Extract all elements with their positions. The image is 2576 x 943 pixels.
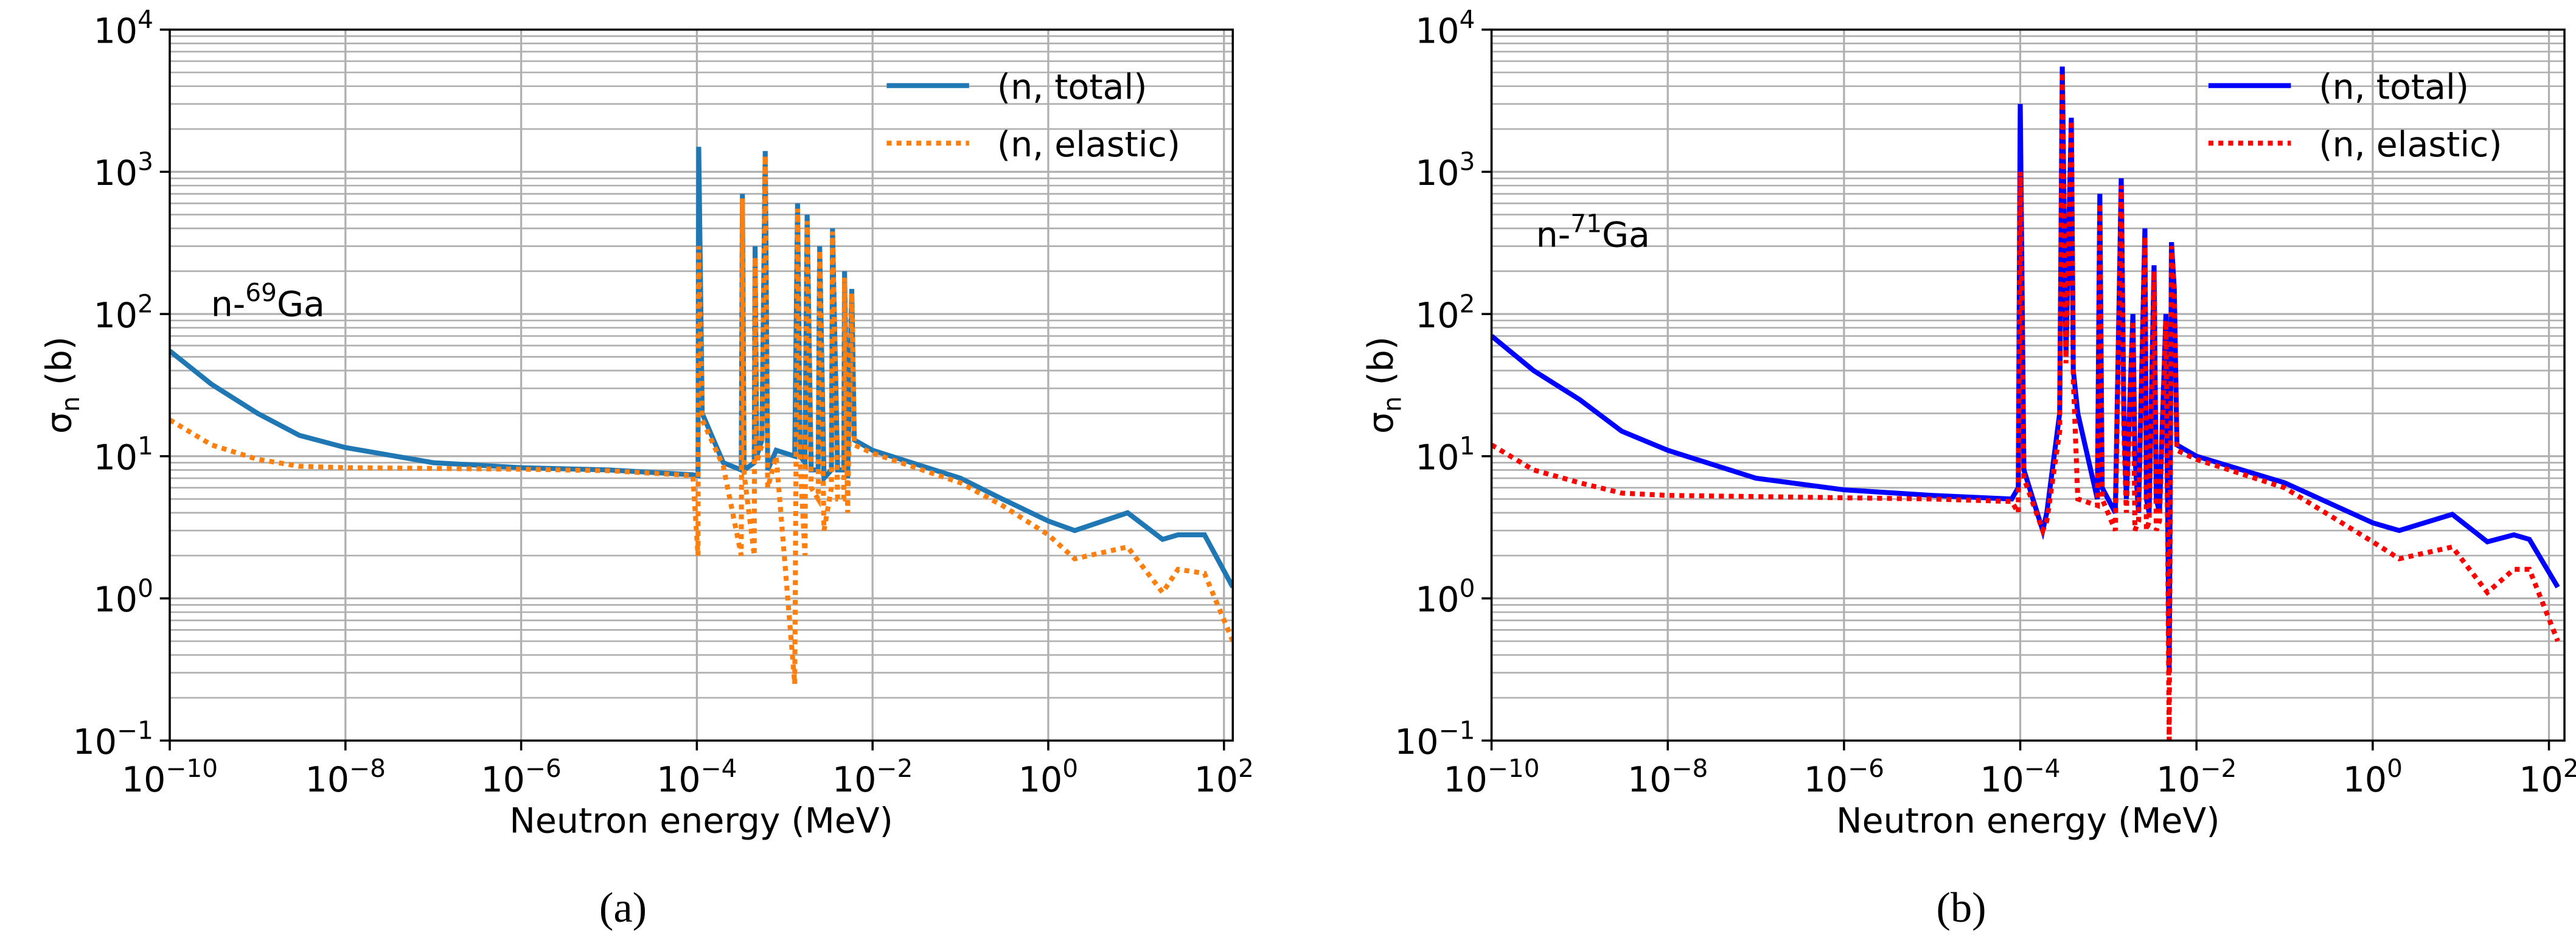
caption: (a): [599, 884, 647, 931]
y-tick-label: 104: [1415, 5, 1475, 51]
legend-label: (n, total): [2319, 67, 2469, 107]
y-tick-label: 10−1: [73, 716, 153, 762]
legend-label: (n, elastic): [997, 125, 1180, 165]
x-tick-label: 100: [2343, 754, 2403, 800]
y-tick-label: 101: [94, 431, 153, 478]
x-tick-label: 102: [2519, 754, 2576, 800]
data-line: [170, 155, 1233, 684]
annotation: n-71Ga: [1536, 209, 1650, 255]
x-tick-label: 10−6: [481, 754, 561, 800]
subplot: 10−1 100 101 102 103 104 10−10 10−8 10−6 10−4 10−2…: [39, 5, 1253, 931]
x-tick-label: 10−6: [1804, 754, 1884, 800]
y-tick-label: 101: [1415, 431, 1475, 478]
x-axis-label: Neutron energy (MeV): [509, 801, 893, 841]
subplot: 10−1 100 101 102 103 104 10−10 10−8 10−6 10−4 10−2…: [1361, 5, 2576, 931]
x-tick-label: 10−10: [122, 754, 218, 800]
legend-label: (n, elastic): [2319, 125, 2502, 165]
caption: (b): [1937, 884, 1986, 931]
y-tick-label: 100: [1415, 574, 1475, 620]
y-tick-label: 100: [94, 574, 153, 620]
y-tick-label: 103: [94, 147, 153, 193]
x-tick-label: 10−2: [2156, 754, 2237, 800]
y-tick-label: 102: [94, 289, 153, 335]
x-axis-label: Neutron energy (MeV): [1836, 801, 2219, 841]
legend-label: (n, total): [997, 67, 1147, 107]
y-axis-label: σn (b): [39, 336, 85, 434]
axes-frame: [169, 28, 1234, 742]
x-tick-label: 10−8: [305, 754, 386, 800]
x-tick-label: 10−10: [1444, 754, 1540, 800]
y-axis-label: σn (b): [1361, 336, 1407, 434]
x-tick-label: 102: [1194, 754, 1254, 800]
x-tick-label: 10−4: [1980, 754, 2060, 800]
x-tick-label: 10−4: [656, 754, 737, 800]
data-line: [170, 147, 1233, 588]
data-line: [1491, 72, 2560, 741]
y-tick-label: 102: [1415, 289, 1475, 335]
y-tick-label: 103: [1415, 147, 1475, 193]
x-tick-label: 10−8: [1627, 754, 1708, 800]
x-tick-label: 10−2: [832, 754, 913, 800]
x-tick-label: 100: [1018, 754, 1078, 800]
y-tick-label: 104: [94, 5, 153, 51]
axes-frame: [1490, 28, 2566, 742]
y-tick-label: 10−1: [1394, 716, 1475, 762]
annotation: n-69Ga: [211, 278, 325, 324]
